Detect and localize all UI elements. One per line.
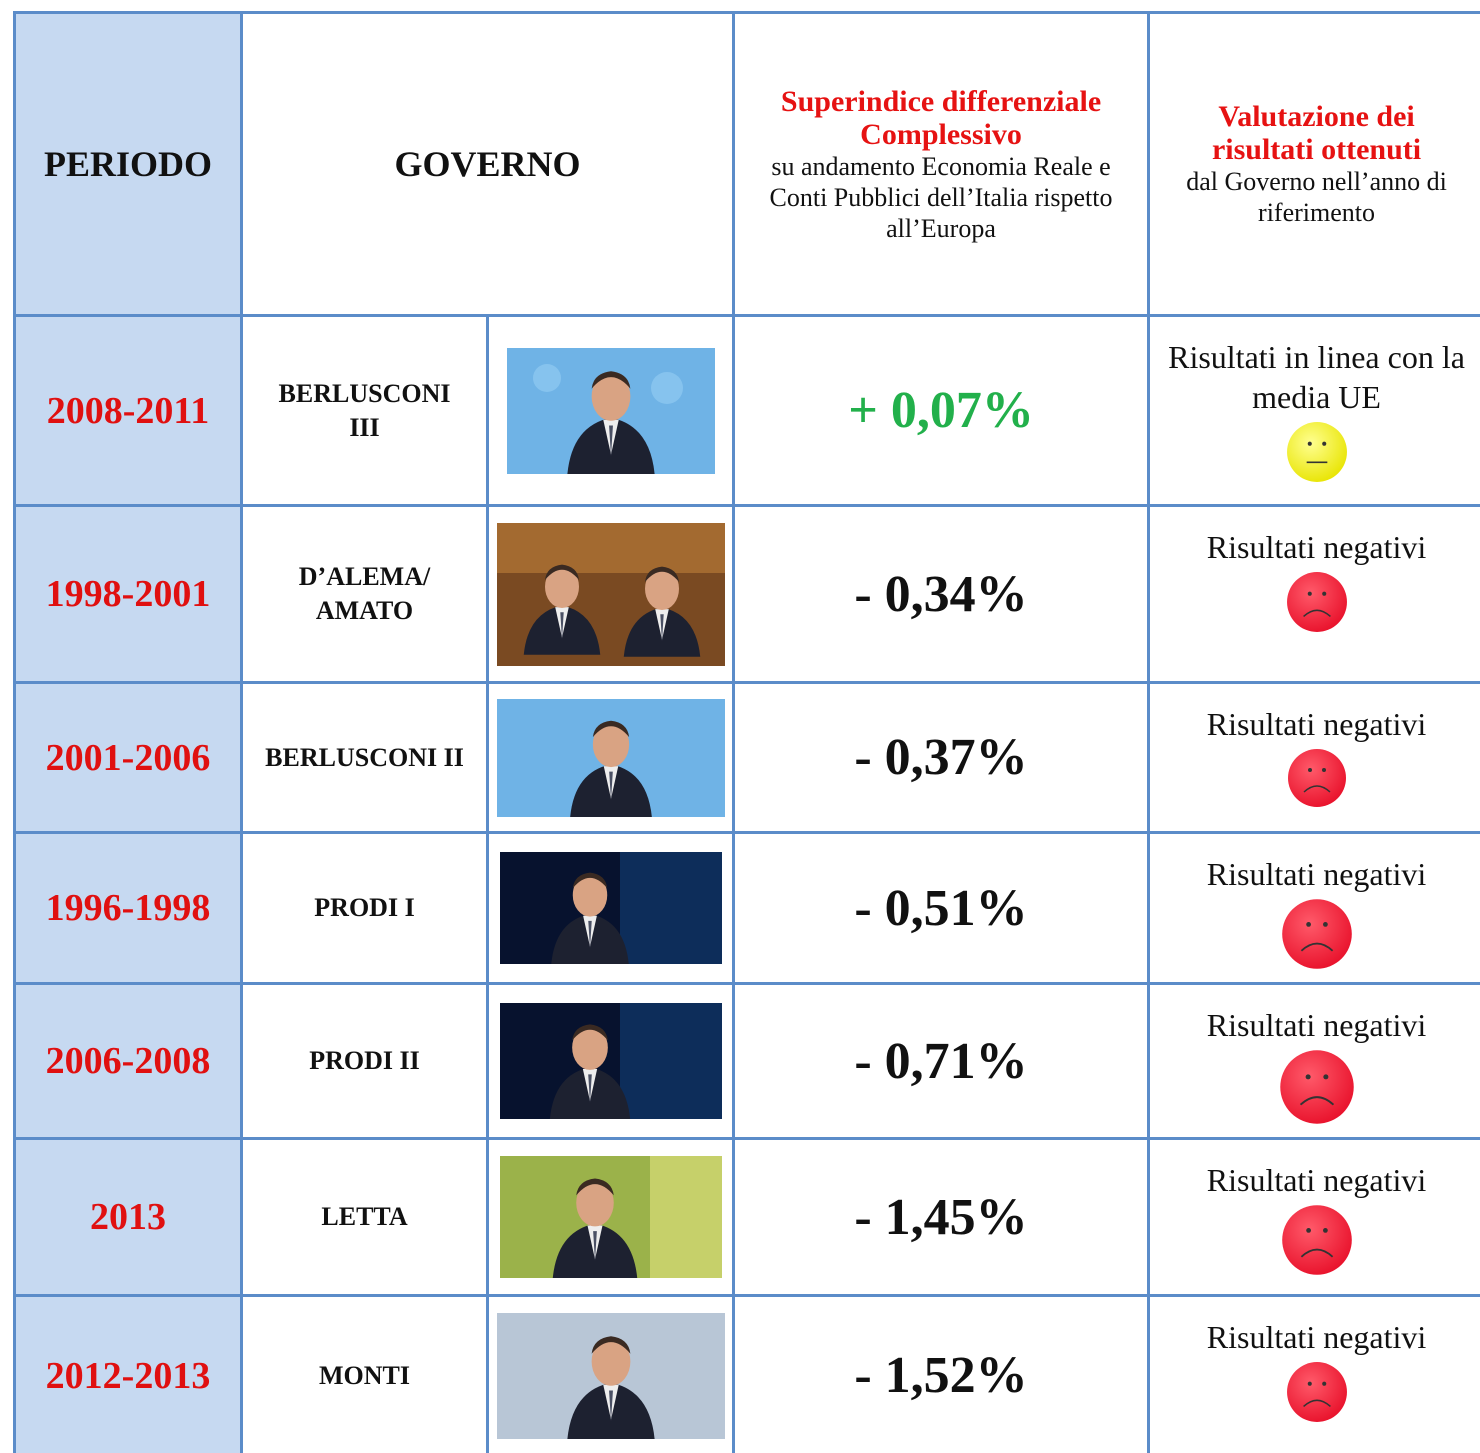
row: 2006-2008 PRODI II - 0,71% Risultati neg… <box>15 984 1480 1139</box>
index-value: - 0,37% <box>854 729 1027 786</box>
photo-cell <box>488 833 734 984</box>
period: 1996-1998 <box>15 833 242 984</box>
government-cell: PRODI I <box>242 833 488 984</box>
period: 2008-2011 <box>15 316 242 506</box>
smiley-sad <box>1287 748 1347 808</box>
evaluation: Risultati negativi <box>1157 1005 1477 1045</box>
evaluation-cell: Risultati negativi <box>1149 506 1480 683</box>
photo-cell <box>488 316 734 506</box>
index-value: - 0,34% <box>854 566 1027 623</box>
period: 1998-2001 <box>15 506 242 683</box>
photo <box>497 699 725 817</box>
index-cell: - 0,34% <box>734 506 1149 683</box>
period: 2001-2006 <box>15 683 242 833</box>
index-value: - 1,45% <box>854 1189 1027 1246</box>
smiley-sad <box>1281 1204 1353 1276</box>
evaluation-subtitle: dal Governo nell’anno di riferimento <box>1167 166 1467 228</box>
index-cell: + 0,07% <box>734 316 1149 506</box>
period: 2006-2008 <box>15 984 242 1139</box>
evaluation: Risultati in linea con la media UE <box>1157 337 1477 417</box>
period: 2013 <box>15 1139 242 1296</box>
index-cell: - 0,51% <box>734 833 1149 984</box>
index-cell: - 1,45% <box>734 1139 1149 1296</box>
header-row: PERIODO GOVERNO Superindice differenzial… <box>15 13 1480 316</box>
evaluation-cell: Risultati negativi <box>1149 833 1480 984</box>
index-value: + 0,07% <box>848 382 1034 439</box>
evaluation-title: Valutazione dei risultati ottenuti <box>1187 100 1447 166</box>
photo-cell <box>488 984 734 1139</box>
photo-cell <box>488 506 734 683</box>
evaluation: Risultati negativi <box>1157 854 1477 894</box>
index-title: Superindice differenziale Complessivo <box>746 85 1136 151</box>
evaluation-cell: Risultati negativi <box>1149 1139 1480 1296</box>
index-subtitle: su andamento Economia Reale e Conti Pubb… <box>761 151 1121 244</box>
government: LETTA <box>321 1200 407 1234</box>
evaluation-cell: Risultati negativi <box>1149 984 1480 1139</box>
period-header: PERIODO <box>44 144 212 184</box>
body: {"header":{"period":"PERIODO","governmen… <box>0 0 1480 1453</box>
table-wrap: PERIODO GOVERNO Superindice differenzial… <box>13 11 1480 1453</box>
government: PRODI I <box>314 891 414 925</box>
evaluation: Risultati negativi <box>1157 527 1477 567</box>
evaluation-cell: Risultati negativi <box>1149 1296 1480 1453</box>
evaluation-cell: Risultati in linea con la media UE <box>1149 316 1480 506</box>
government-cell: LETTA <box>242 1139 488 1296</box>
government-cell: BERLUSCONI III <box>242 316 488 506</box>
government-cell: BERLUSCONI II <box>242 683 488 833</box>
index-value: - 0,51% <box>854 880 1027 937</box>
government: D’ALEMA/ AMATO <box>285 560 445 628</box>
government-cell: PRODI II <box>242 984 488 1139</box>
row: 1998-2001 D’ALEMA/ AMATO - 0,34% Risulta… <box>15 506 1480 683</box>
evaluation: Risultati negativi <box>1157 1160 1477 1200</box>
government: BERLUSCONI III <box>265 377 465 445</box>
row: 2008-2011 BERLUSCONI III + 0,07% Risulta… <box>15 316 1480 506</box>
government-cell: MONTI <box>242 1296 488 1453</box>
evaluation: Risultati negativi <box>1157 1317 1477 1357</box>
smiley-sad <box>1279 1049 1355 1125</box>
photo-cell <box>488 1296 734 1453</box>
index-value: - 0,71% <box>854 1033 1027 1090</box>
row: 2013 LETTA - 1,45% Risultati negativi <box>15 1139 1480 1296</box>
photo <box>500 1003 722 1119</box>
photo-cell <box>488 1139 734 1296</box>
government-header: GOVERNO <box>395 144 581 184</box>
photo <box>500 852 722 964</box>
smiley-sad <box>1286 571 1348 633</box>
government-cell: D’ALEMA/ AMATO <box>242 506 488 683</box>
photo-cell <box>488 683 734 833</box>
evaluation-cell: Risultati negativi <box>1149 683 1480 833</box>
period: 2012-2013 <box>15 1296 242 1453</box>
row: 2001-2006 BERLUSCONI II - 0,37% Risultat… <box>15 683 1480 833</box>
photo <box>497 523 725 666</box>
evaluation: Risultati negativi <box>1157 704 1477 744</box>
smiley-sad <box>1281 898 1353 970</box>
row: 1996-1998 PRODI I - 0,51% Risultati nega… <box>15 833 1480 984</box>
index-cell: - 1,52% <box>734 1296 1149 1453</box>
index-value: - 1,52% <box>854 1347 1027 1404</box>
smiley-neutral <box>1286 421 1348 483</box>
header-cell: GOVERNO <box>242 13 734 316</box>
table: PERIODO GOVERNO Superindice differenzial… <box>13 11 1480 1453</box>
row: 2012-2013 MONTI - 1,52% Risultati negati… <box>15 1296 1480 1453</box>
photo <box>497 1313 725 1439</box>
header-cell: PERIODO <box>15 13 242 316</box>
photo <box>507 348 715 474</box>
government: PRODI II <box>309 1044 420 1078</box>
smiley-sad <box>1286 1361 1348 1423</box>
index-cell: - 0,71% <box>734 984 1149 1139</box>
government: BERLUSCONI II <box>265 741 464 775</box>
index-cell: - 0,37% <box>734 683 1149 833</box>
government: MONTI <box>319 1359 410 1393</box>
page: Governi html, body { margin: 0; padding:… <box>0 0 1480 1453</box>
photo <box>500 1156 722 1278</box>
